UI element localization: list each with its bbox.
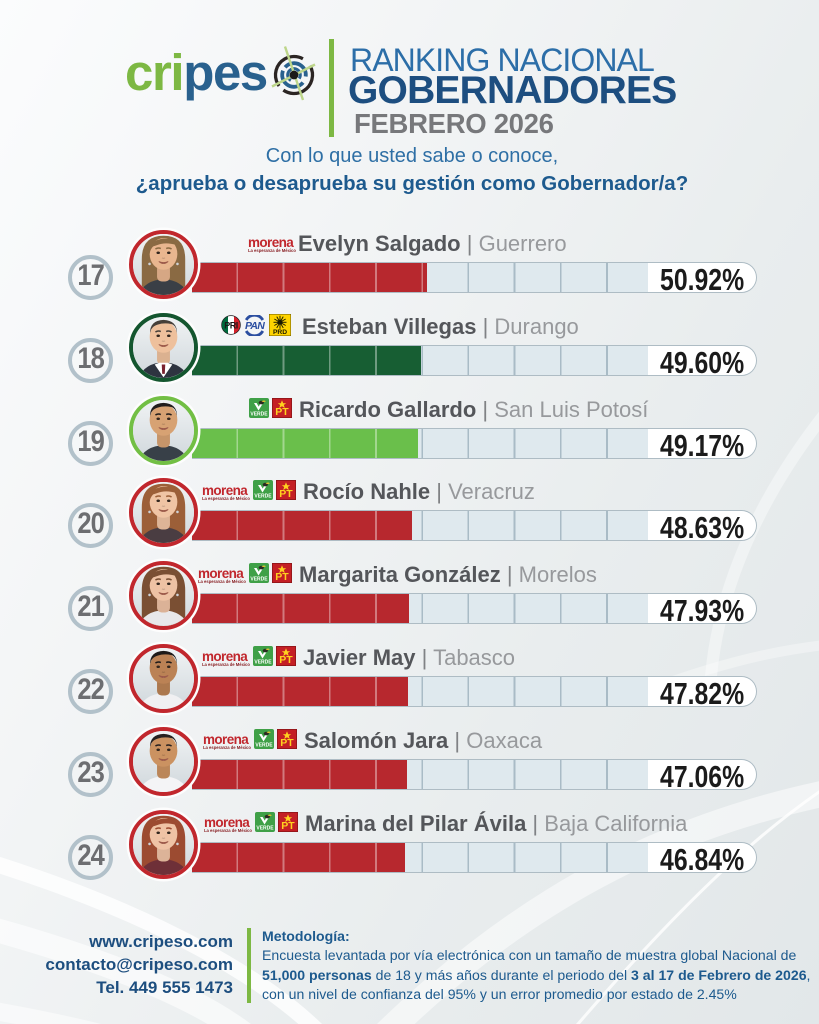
svg-text:PRI: PRI: [224, 320, 238, 330]
svg-text:PAN: PAN: [245, 320, 265, 332]
svg-text:PT: PT: [275, 571, 289, 583]
svg-text:PT: PT: [279, 654, 293, 666]
svg-text:VERDE: VERDE: [254, 660, 272, 666]
svg-text:PT: PT: [275, 406, 289, 418]
svg-text:PT: PT: [279, 488, 293, 500]
svg-text:VERDE: VERDE: [254, 494, 272, 500]
svg-text:VERDE: VERDE: [256, 826, 274, 832]
svg-text:PT: PT: [280, 737, 294, 749]
svg-text:VERDE: VERDE: [250, 412, 268, 418]
svg-text:VERDE: VERDE: [255, 743, 273, 749]
svg-text:PT: PT: [281, 820, 295, 832]
svg-text:VERDE: VERDE: [250, 577, 268, 583]
svg-text:PRD: PRD: [272, 329, 286, 336]
